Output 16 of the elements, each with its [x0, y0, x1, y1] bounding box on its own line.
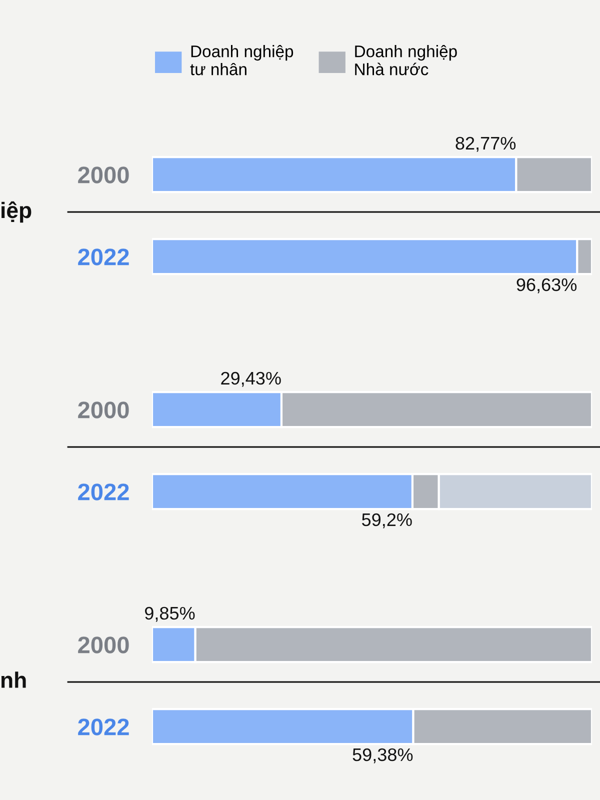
y-tick-label: 2000 [78, 166, 129, 184]
data-label: 9,85% [144, 606, 195, 622]
y-tick-label: 2000 [78, 636, 129, 654]
y-axis-title: iệp [2, 201, 32, 223]
y-tick-label: 2022 [78, 484, 129, 500]
data-label: 59,2% [362, 513, 412, 528]
data-label: 59,38% [352, 748, 413, 764]
data-label: 82,77% [456, 136, 516, 152]
y-axis-title: nh [1, 672, 26, 688]
data-label: 29,43% [221, 372, 281, 387]
y-tick-label: 2022 [78, 718, 129, 736]
legend-label: Doanh nghiệp tư nhân [190, 45, 294, 76]
y-tick-label: 2022 [78, 248, 129, 266]
data-label: 96,63% [516, 278, 577, 294]
legend-label: Doanh nghiệp Nhà nước [355, 45, 457, 76]
y-tick-label: 2000 [78, 402, 129, 418]
